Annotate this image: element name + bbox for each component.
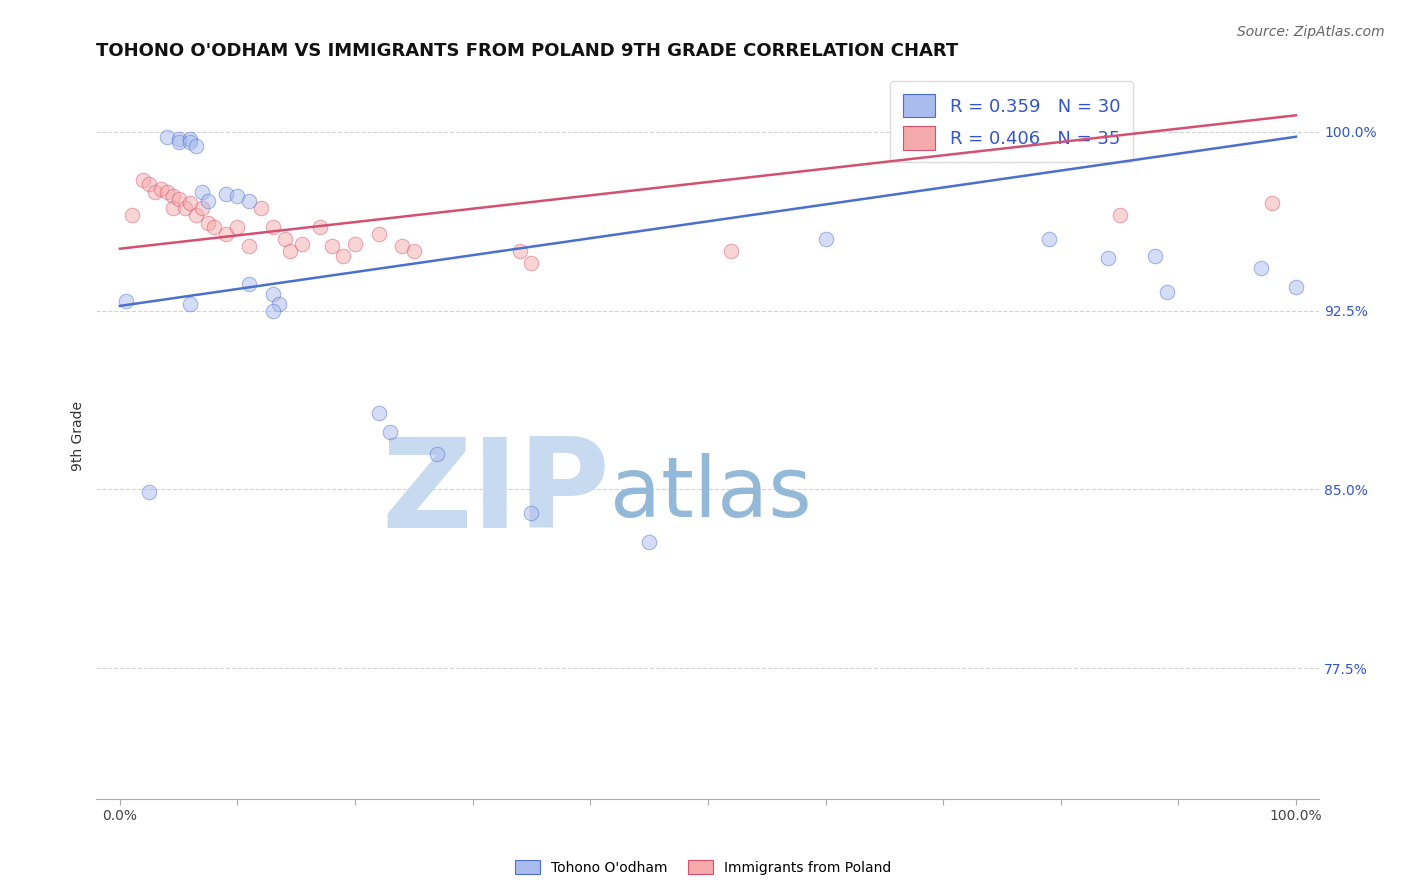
Point [114,294,136,309]
Point [509,244,531,259]
Point [344,236,367,251]
Point [238,277,260,292]
Point [167,132,190,146]
Point [191,185,214,199]
Point [179,132,201,146]
Point [1097,252,1119,266]
Point [186,208,208,222]
Point [121,208,143,222]
Point [367,406,389,420]
Point [238,239,260,253]
Point [179,135,201,149]
Point [280,244,302,259]
Point [238,194,260,208]
Point [1038,232,1060,246]
Point [1156,285,1178,299]
Point [1108,208,1130,222]
Point [520,506,543,520]
Point [638,534,661,549]
Point [173,201,195,215]
Point [291,236,314,251]
Text: TOHONO O'ODHAM VS IMMIGRANTS FROM POLAND 9TH GRADE CORRELATION CHART: TOHONO O'ODHAM VS IMMIGRANTS FROM POLAND… [97,42,959,60]
Point [150,182,173,196]
Point [197,194,219,208]
Point [402,244,425,259]
Point [1261,196,1284,211]
Point [132,172,155,186]
Point [138,484,160,499]
Point [215,186,238,201]
Point [273,232,295,246]
Point [814,232,837,246]
Legend: R = 0.359   N = 30, R = 0.406   N = 35: R = 0.359 N = 30, R = 0.406 N = 35 [890,81,1133,162]
Point [162,201,184,215]
Point [250,201,273,215]
Point [367,227,389,242]
Point [138,178,160,192]
Point [1250,260,1272,275]
Point [262,287,284,301]
Point [156,129,179,144]
Point [156,185,179,199]
Text: Source: ZipAtlas.com: Source: ZipAtlas.com [1237,25,1385,39]
Point [191,201,214,215]
Point [143,185,166,199]
Point [308,220,330,235]
Point [226,220,249,235]
Point [167,192,190,206]
Point [720,244,742,259]
Point [520,256,543,270]
Point [186,139,208,153]
Point [321,239,343,253]
Point [167,135,190,149]
Point [1143,249,1166,263]
Point [226,189,249,203]
Point [179,296,201,310]
Point [391,239,413,253]
Point [380,425,402,439]
Y-axis label: 9th Grade: 9th Grade [72,401,86,471]
Legend: Tohono O'odham, Immigrants from Poland: Tohono O'odham, Immigrants from Poland [509,855,897,880]
Point [262,220,284,235]
Text: ZIP: ZIP [381,434,610,554]
Point [262,303,284,318]
Text: atlas: atlas [610,453,811,534]
Point [179,196,201,211]
Point [332,249,354,263]
Point [162,189,184,203]
Point [197,215,219,229]
Point [202,220,225,235]
Point [426,447,449,461]
Point [1285,280,1308,294]
Point [267,296,290,310]
Point [215,227,238,242]
